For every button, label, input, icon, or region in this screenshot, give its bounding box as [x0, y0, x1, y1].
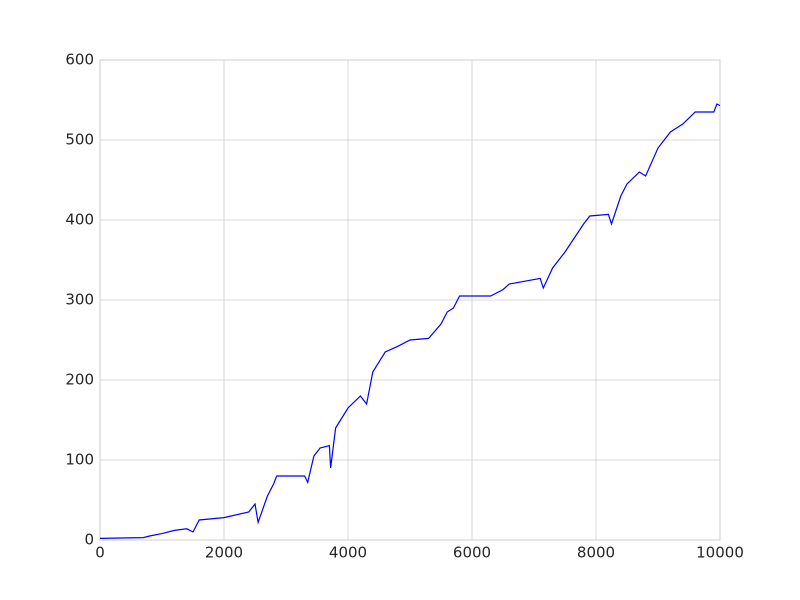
y-tick-label: 500 — [65, 131, 94, 149]
x-tick-label: 8000 — [577, 544, 615, 562]
y-tick-label: 600 — [65, 51, 94, 69]
y-tick-label: 300 — [65, 291, 94, 309]
plot-frame — [99, 59, 721, 541]
x-tick-label: 4000 — [329, 544, 367, 562]
x-tick-label: 0 — [95, 544, 105, 562]
x-tick-label: 2000 — [205, 544, 243, 562]
x-tick-label: 10000 — [696, 544, 744, 562]
y-tick-label: 0 — [84, 531, 94, 549]
y-tick-label: 400 — [65, 211, 94, 229]
data-line — [99, 103, 721, 539]
y-tick-label: 200 — [65, 371, 94, 389]
x-tick-label: 6000 — [453, 544, 491, 562]
y-tick-label: 100 — [65, 451, 94, 469]
